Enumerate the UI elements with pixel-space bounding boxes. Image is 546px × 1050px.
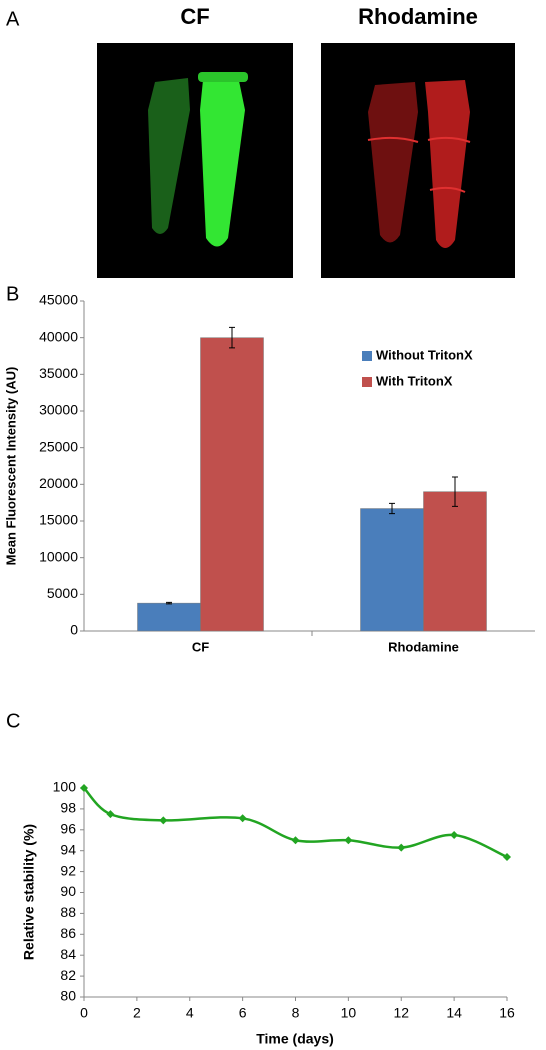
bar — [360, 508, 424, 632]
y-tick-label: 84 — [60, 946, 76, 962]
cf-image — [97, 43, 293, 278]
x-tick-label: 0 — [80, 1005, 88, 1021]
x-axis-label: Time (days) — [256, 1031, 334, 1047]
y-tick-label: 45000 — [39, 292, 78, 308]
y-tick-label: 0 — [70, 622, 78, 638]
y-tick-label: 25000 — [39, 438, 78, 454]
bar — [137, 602, 201, 632]
legend-label: With TritonX — [376, 373, 453, 388]
y-tick-label: 80 — [60, 988, 76, 1004]
line — [83, 787, 508, 859]
marker — [344, 836, 353, 845]
y-axis-label: Mean Fluorescent Intensity (AU) — [3, 367, 18, 566]
marker — [238, 814, 247, 823]
y-tick-label: 94 — [60, 841, 76, 857]
x-tick-label: 2 — [133, 1005, 141, 1021]
image-title: CF — [180, 4, 209, 29]
y-tick-label: 40000 — [39, 328, 78, 344]
x-tick-label: Rhodamine — [388, 639, 459, 654]
y-tick-label: 92 — [60, 862, 76, 878]
marker — [80, 784, 88, 792]
x-tick-label: 10 — [341, 1005, 357, 1021]
x-tick-label: 6 — [239, 1005, 247, 1021]
panel-label: A — [6, 8, 20, 30]
image-title: Rhodamine — [358, 4, 478, 29]
marker — [450, 831, 459, 840]
x-tick-label: 12 — [393, 1005, 409, 1021]
x-tick-label: 4 — [186, 1005, 194, 1021]
y-tick-label: 98 — [60, 800, 76, 816]
y-tick-label: 100 — [53, 779, 77, 795]
error-bar — [389, 502, 395, 515]
y-tick-label: 96 — [60, 821, 76, 837]
marker — [397, 843, 406, 852]
x-tick-label: 16 — [499, 1005, 515, 1021]
legend-label: Without TritonX — [376, 347, 473, 362]
y-tick-label: 90 — [60, 883, 76, 899]
marker — [106, 810, 115, 819]
y-tick-label: 35000 — [39, 365, 78, 381]
y-axis-label: Relative stability (%) — [21, 824, 37, 960]
x-tick-label: 14 — [446, 1005, 462, 1021]
y-tick-label: 5000 — [47, 585, 78, 601]
bar — [200, 337, 264, 632]
y-tick-label: 86 — [60, 925, 76, 941]
x-tick-label: 8 — [292, 1005, 300, 1021]
rhodamine-image — [321, 43, 515, 278]
error-bar — [229, 326, 235, 349]
marker — [503, 852, 511, 861]
y-tick-label: 88 — [60, 904, 76, 920]
y-tick-label: 82 — [60, 967, 76, 983]
y-tick-label: 30000 — [39, 402, 78, 418]
y-tick-label: 15000 — [39, 512, 78, 528]
marker — [291, 836, 300, 845]
legend-swatch — [362, 377, 372, 387]
x-tick-label: CF — [192, 639, 209, 654]
y-tick-label: 10000 — [39, 548, 78, 564]
error-bar — [166, 601, 172, 605]
legend-swatch — [362, 351, 372, 361]
error-bar — [452, 476, 458, 507]
y-tick-label: 20000 — [39, 475, 78, 491]
panel-label: B — [6, 283, 19, 305]
marker — [159, 816, 168, 825]
panel-label: C — [6, 710, 20, 732]
bar — [423, 491, 487, 632]
